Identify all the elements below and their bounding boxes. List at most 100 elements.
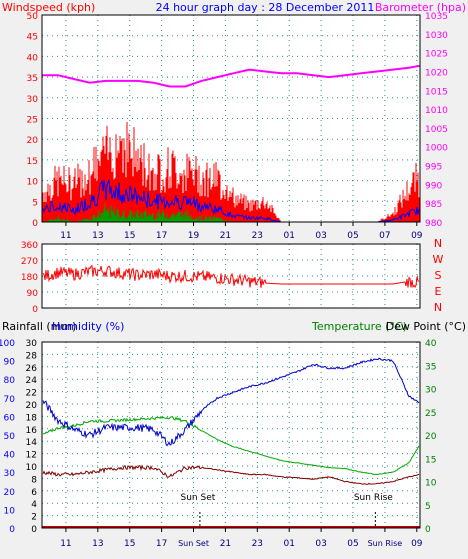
- sun-set-annotation: Sun Set: [181, 493, 216, 503]
- humidity-line: [42, 357, 420, 447]
- temperature-xtick-label: 23: [252, 539, 263, 549]
- direction-ytick-label: 180: [21, 273, 38, 283]
- wind-ytick-label: 45: [27, 33, 38, 43]
- barometer-ytick-label: 1000: [425, 144, 448, 154]
- humidity-ytick-label: 20: [4, 488, 16, 498]
- wind-ytick-label: 50: [27, 12, 39, 22]
- windspeed-axis-title: Windspeed (kph): [2, 1, 95, 14]
- humidity-ytick-label: 60: [4, 413, 16, 423]
- humidity-axis-title: Humidity (%): [52, 320, 124, 333]
- wind-xtick-label: 15: [124, 231, 135, 241]
- direction-frame: [41, 243, 421, 309]
- humidity-ytick-label: 100: [0, 339, 15, 349]
- wind-ytick-label: 15: [27, 157, 38, 167]
- sun-rise-annotation: Sun Rise: [354, 493, 393, 503]
- rain-ytick-label: 26: [26, 364, 38, 374]
- barometer-axis-title: Barometer (hpa): [375, 1, 466, 14]
- compass-label: W: [433, 253, 444, 266]
- wind-ytick-label: 0: [32, 219, 38, 229]
- humidity-ytick-label: 50: [4, 432, 16, 442]
- humidity-ytick-label: 90: [4, 358, 16, 368]
- direction-ytick-label: 0: [32, 305, 38, 315]
- wind-xtick-label: 19: [188, 231, 200, 241]
- rain-ytick-label: 12: [26, 451, 37, 461]
- temperature-xtick-label: Sun Set: [178, 539, 209, 548]
- temperature-xtick-label: 03: [315, 539, 326, 549]
- rain-ytick-label: 20: [26, 401, 38, 411]
- compass-label: N: [434, 301, 442, 314]
- chart-title: 24 hour graph day : 28 December 2011: [156, 1, 375, 14]
- temperature-xtick-label: 11: [60, 539, 71, 549]
- temp-ytick-label: 20: [425, 432, 437, 442]
- wind-xtick-label: 01: [283, 231, 294, 241]
- temperature-xtick-label: 21: [220, 539, 231, 549]
- barometer-ytick-label: 1005: [425, 125, 448, 135]
- temperature-xtick-label: 01: [283, 539, 294, 549]
- direction-ytick-label: 90: [27, 289, 39, 299]
- temp-ytick-label: 0: [425, 525, 431, 535]
- rain-ytick-label: 14: [26, 438, 38, 448]
- barometer-ytick-label: 980: [425, 219, 442, 229]
- wind-xtick-label: 07: [379, 231, 390, 241]
- wind-xtick-label: 09: [411, 231, 423, 241]
- humidity-ytick-label: 10: [4, 506, 16, 516]
- temp-ytick-label: 25: [425, 409, 436, 419]
- rain-ytick-label: 0: [31, 525, 37, 535]
- wind-ytick-label: 20: [27, 136, 39, 146]
- humidity-ytick-label: 70: [4, 395, 16, 405]
- humidity-ytick-label: 0: [9, 525, 15, 535]
- temperature-xtick-label: 09: [411, 539, 423, 549]
- temperature-xtick-label: Sun Rise: [368, 539, 403, 548]
- temp-ytick-label: 15: [425, 455, 436, 465]
- rain-ytick-label: 28: [26, 351, 38, 361]
- rain-ytick-label: 4: [31, 500, 37, 510]
- barometer-ytick-label: 1025: [425, 50, 448, 60]
- humidity-ytick-label: 80: [4, 376, 16, 386]
- direction-ytick-label: 360: [21, 241, 38, 251]
- compass-label: S: [435, 269, 442, 282]
- temperature-panel: 0246810121416182022242628300102030405060…: [0, 339, 437, 549]
- barometer-ytick-label: 1015: [425, 87, 448, 97]
- temp-ytick-label: 30: [425, 386, 437, 396]
- wind-xtick-label: 03: [315, 231, 326, 241]
- temperature-xtick-label: 15: [124, 539, 135, 549]
- rain-ytick-label: 18: [26, 413, 38, 423]
- rain-ytick-label: 24: [26, 376, 38, 386]
- wind-panel: 0510152025303540455098098599099510001005…: [27, 12, 449, 241]
- barometer-line: [42, 64, 421, 88]
- wind-ytick-label: 40: [27, 53, 39, 63]
- temp-ytick-label: 5: [425, 502, 431, 512]
- barometer-ytick-label: 1030: [425, 31, 448, 41]
- barometer-ytick-label: 985: [425, 200, 442, 210]
- direction-ytick-label: 270: [21, 257, 38, 267]
- rainfall-axis-title: Rainfall (mm): [2, 320, 76, 333]
- wind-xtick-label: 23: [252, 231, 263, 241]
- wind-ytick-label: 25: [27, 116, 38, 126]
- humidity-ytick-label: 40: [4, 451, 16, 461]
- barometer-ytick-label: 1020: [425, 68, 448, 78]
- wind-xtick-label: 21: [220, 231, 231, 241]
- wind-xtick-label: 17: [156, 231, 167, 241]
- compass-label: E: [435, 285, 442, 298]
- temperature-xtick-label: 13: [92, 539, 103, 549]
- rain-ytick-label: 22: [26, 389, 37, 399]
- wind-xtick-label: 11: [60, 231, 71, 241]
- temperature-frame: [41, 341, 421, 529]
- wind-ytick-label: 30: [27, 95, 39, 105]
- direction-line: [42, 264, 420, 289]
- barometer-ytick-label: 1010: [425, 106, 448, 116]
- temperature-xtick-label: 17: [156, 539, 167, 549]
- temp-ytick-label: 40: [425, 339, 437, 349]
- wind-xtick-label: 13: [92, 231, 103, 241]
- dewpoint-line: [42, 464, 420, 485]
- dewpoint-axis-title: Dew Point (°C): [386, 320, 466, 333]
- rain-ytick-label: 8: [31, 475, 37, 485]
- humidity-ytick-label: 30: [4, 469, 16, 479]
- temperature-line: [42, 415, 420, 476]
- barometer-ytick-label: 995: [425, 163, 442, 173]
- temp-ytick-label: 10: [425, 479, 437, 489]
- wind-ytick-label: 5: [32, 198, 38, 208]
